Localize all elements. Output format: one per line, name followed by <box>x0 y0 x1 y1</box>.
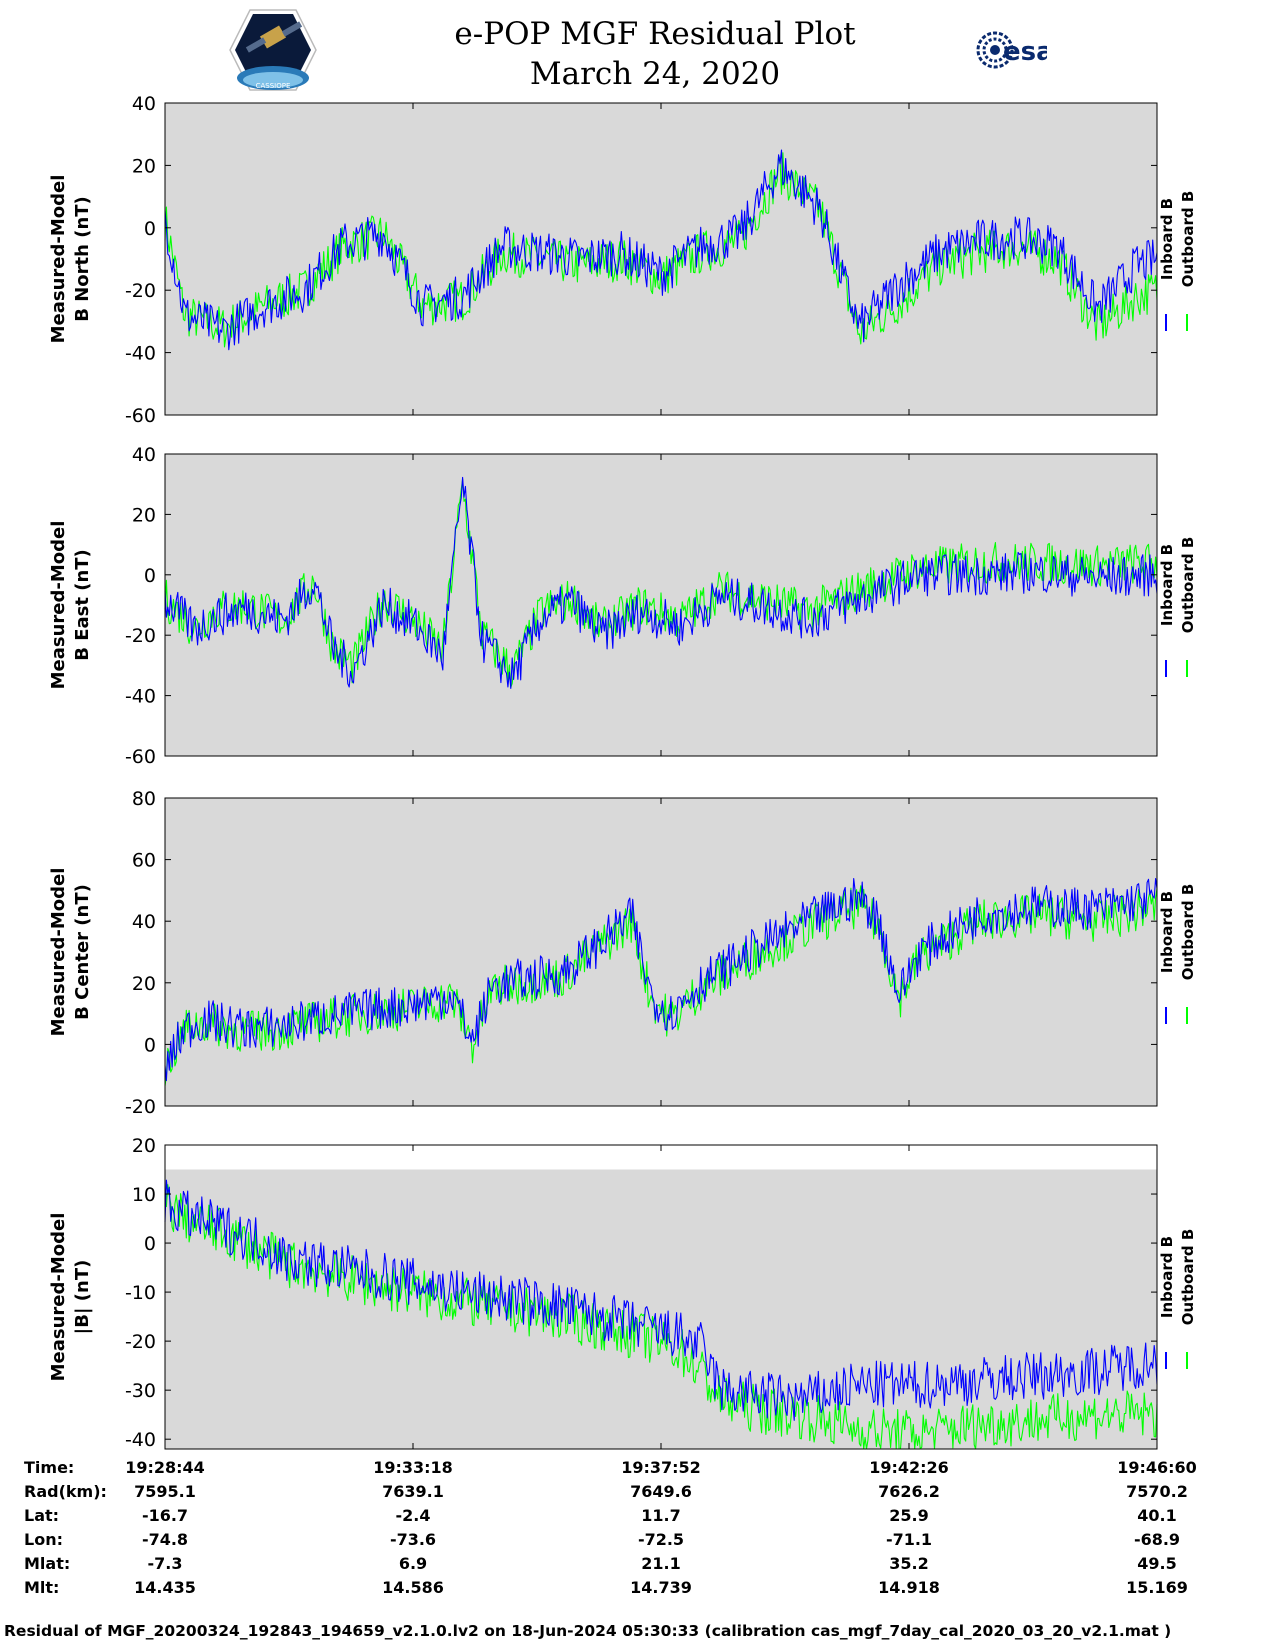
info-row-label-lat: Lat: <box>24 1506 60 1525</box>
info-cell-rad: 7626.2 <box>878 1482 940 1501</box>
y-tick-label: 40 <box>132 444 156 466</box>
info-row-label-mlat: Mlat: <box>24 1554 71 1573</box>
y-tick-label: -40 <box>125 686 156 708</box>
info-row-label-mlt: Mlt: <box>24 1578 60 1597</box>
info-cell-mlt: 15.169 <box>1126 1578 1188 1597</box>
y-tick-label: -20 <box>125 625 156 647</box>
y-tick-label: 40 <box>132 911 156 933</box>
y-tick-label: 0 <box>144 1034 156 1056</box>
y-axis-label: Measured-Model <box>48 521 69 690</box>
y-tick-label: 20 <box>132 973 156 995</box>
y-tick-label: 10 <box>132 1184 156 1206</box>
info-cell-lon: -74.8 <box>141 1530 189 1549</box>
legend-label: Inboard B <box>1158 198 1176 280</box>
info-cell-time: 19:33:18 <box>373 1458 453 1477</box>
info-cell-mlat: -7.3 <box>147 1554 183 1573</box>
y-tick-label: 40 <box>132 93 156 115</box>
y-axis-label: B East (nT) <box>72 549 93 661</box>
y-tick-label: -20 <box>125 1096 156 1118</box>
info-cell-lon: -68.9 <box>1133 1530 1181 1549</box>
legend-label: Outboard B <box>1179 1229 1197 1326</box>
y-tick-label: 0 <box>144 1233 156 1255</box>
info-cell-rad: 7595.1 <box>134 1482 196 1501</box>
info-cell-rad: 7639.1 <box>382 1482 444 1501</box>
y-tick-label: -20 <box>125 1331 156 1353</box>
info-cell-time: 19:42:26 <box>869 1458 949 1477</box>
info-cell-lon: -73.6 <box>389 1530 437 1549</box>
info-cell-lat: 11.7 <box>641 1506 681 1525</box>
info-cell-lat: -16.7 <box>141 1506 189 1525</box>
y-tick-label: -20 <box>125 280 156 302</box>
info-cell-mlat: 21.1 <box>641 1554 681 1573</box>
info-cell-mlat: 6.9 <box>398 1554 428 1573</box>
series-line-inboard-b-3 <box>164 1179 1158 1421</box>
info-cell-mlt: 14.586 <box>382 1578 444 1597</box>
info-cell-rad: 7570.2 <box>1126 1482 1188 1501</box>
info-cell-lon: -72.5 <box>637 1530 685 1549</box>
info-row-label-time: Time: <box>24 1458 75 1477</box>
series-line-inboard-b-2 <box>164 878 1158 1082</box>
info-cell-mlt: 14.918 <box>878 1578 940 1597</box>
y-axis-label: Measured-Model <box>48 868 69 1037</box>
y-tick-label: -40 <box>125 343 156 365</box>
y-tick-label: 20 <box>132 1135 156 1157</box>
info-cell-lat: 40.1 <box>1137 1506 1177 1525</box>
legend-label: Outboard B <box>1179 537 1197 634</box>
y-tick-label: -30 <box>125 1380 156 1402</box>
y-tick-label: 60 <box>132 850 156 872</box>
orbit-info-table: Time: 19:28:44 19:33:18 19:37:52 19:42:26 19:… <box>0 1458 1275 1618</box>
y-tick-label: 20 <box>132 504 156 526</box>
info-cell-lat: 25.9 <box>889 1506 929 1525</box>
esa-logo: esa <box>975 28 1054 76</box>
logo-text: CASSIOPE <box>256 82 291 90</box>
info-row-label-rad: Rad(km): <box>24 1482 107 1501</box>
esa-text: esa <box>1003 37 1047 67</box>
series-line-inboard-b-0 <box>164 149 1158 351</box>
y-tick-label: -10 <box>125 1282 156 1304</box>
series-line-outboard-b-1 <box>164 478 1158 688</box>
title: e-POP MGF Residual Plot <box>454 16 856 52</box>
info-cell-mlt: 14.435 <box>134 1578 196 1597</box>
legend-label: Outboard B <box>1179 191 1197 288</box>
chart-title: e-POP MGF Residual Plot March 24, 2020 <box>330 14 980 94</box>
y-axis-label: Measured-Model <box>48 1213 69 1382</box>
info-cell-mlat: 35.2 <box>889 1554 929 1573</box>
legend-label: Outboard B <box>1179 884 1197 981</box>
series-line-inboard-b-1 <box>164 476 1158 689</box>
info-cell-rad: 7649.6 <box>630 1482 692 1501</box>
y-tick-label: -60 <box>125 405 156 427</box>
legend-label: Inboard B <box>1158 891 1176 973</box>
info-cell-lat: -2.4 <box>395 1506 431 1525</box>
date-subtitle: March 24, 2020 <box>529 56 781 92</box>
y-axis-label: Measured-Model <box>48 175 69 344</box>
y-tick-label: -40 <box>125 1429 156 1451</box>
y-axis-label: B North (nT) <box>72 196 93 322</box>
y-axis-label: B Center (nT) <box>72 884 93 1020</box>
info-cell-time: 19:28:44 <box>125 1458 205 1477</box>
footer-caption: Residual of MGF_20200324_192843_194659_v… <box>4 1622 1172 1640</box>
legend-label: Inboard B <box>1158 544 1176 626</box>
info-cell-lon: -71.1 <box>885 1530 933 1549</box>
cassiope-logo: CASSIOPE <box>228 8 318 96</box>
info-cell-time: 19:37:52 <box>621 1458 701 1477</box>
y-tick-label: 20 <box>132 155 156 177</box>
y-tick-label: -60 <box>125 746 156 768</box>
legend-label: Inboard B <box>1158 1236 1176 1318</box>
info-cell-time: 19:46:60 <box>1117 1458 1197 1477</box>
y-tick-label: 0 <box>144 565 156 587</box>
info-cell-mlt: 14.739 <box>630 1578 692 1597</box>
y-tick-label: 0 <box>144 218 156 240</box>
plot-background-3 <box>165 1169 1157 1449</box>
plot-background-0 <box>165 103 1157 415</box>
y-axis-label: |B| (nT) <box>72 1260 93 1335</box>
y-tick-label: 80 <box>132 788 156 810</box>
plot-background-2 <box>165 798 1157 1106</box>
info-cell-mlat: 49.5 <box>1137 1554 1177 1573</box>
info-row-label-lon: Lon: <box>24 1530 63 1549</box>
